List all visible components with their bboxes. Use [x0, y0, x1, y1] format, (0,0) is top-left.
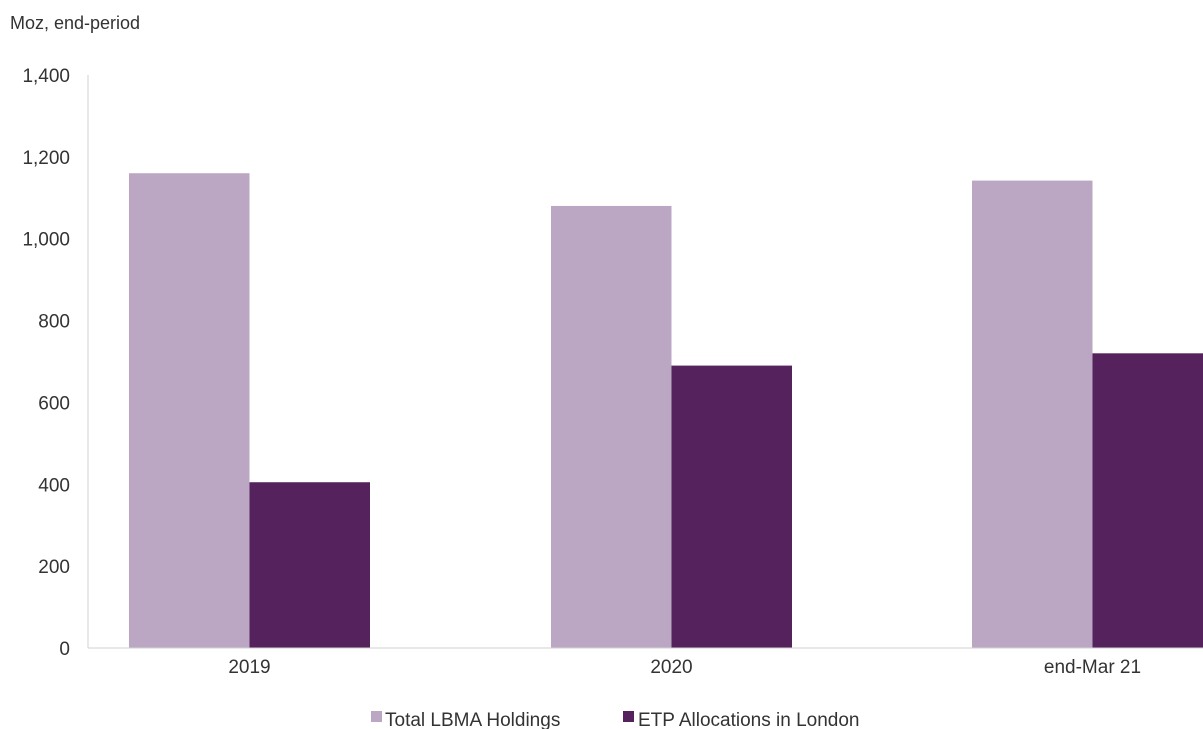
legend-label: Total LBMA Holdings: [385, 710, 560, 729]
bars: [129, 173, 1203, 649]
y-tick-label: 400: [38, 475, 70, 496]
x-category-label: 2019: [228, 657, 270, 678]
y-tick-label: 200: [38, 557, 70, 578]
bar-etp-allocations-london: [671, 365, 792, 648]
x-category-label: 2020: [650, 657, 692, 678]
y-tick-label: 1,000: [22, 230, 70, 251]
legend-swatch: [371, 711, 382, 722]
bar-etp-allocations-london: [249, 482, 370, 648]
y-tick-label: 600: [38, 393, 70, 414]
legend-label: ETP Allocations in London: [638, 710, 859, 729]
legend-swatch: [623, 711, 634, 722]
y-tick-label: 0: [59, 639, 70, 660]
bar-total-lbma-holdings: [972, 180, 1093, 649]
bar-total-lbma-holdings: [551, 205, 672, 648]
x-category-label: end-Mar 21: [1044, 657, 1141, 678]
y-axis: 0 200 400 600 800 1,000 1,200 1,400: [22, 66, 89, 660]
x-axis: 2019 2020 end-Mar 21: [88, 647, 1203, 678]
y-tick-label: 800: [38, 312, 70, 333]
y-axis-unit-label: Moz, end-period: [10, 13, 140, 33]
y-tick-label: 1,400: [22, 66, 70, 87]
legend: Total LBMA Holdings ETP Allocations in Lo…: [371, 710, 859, 729]
bar-etp-allocations-london: [1092, 353, 1203, 648]
y-tick-label: 1,200: [22, 148, 70, 169]
bar-total-lbma-holdings: [129, 173, 250, 648]
